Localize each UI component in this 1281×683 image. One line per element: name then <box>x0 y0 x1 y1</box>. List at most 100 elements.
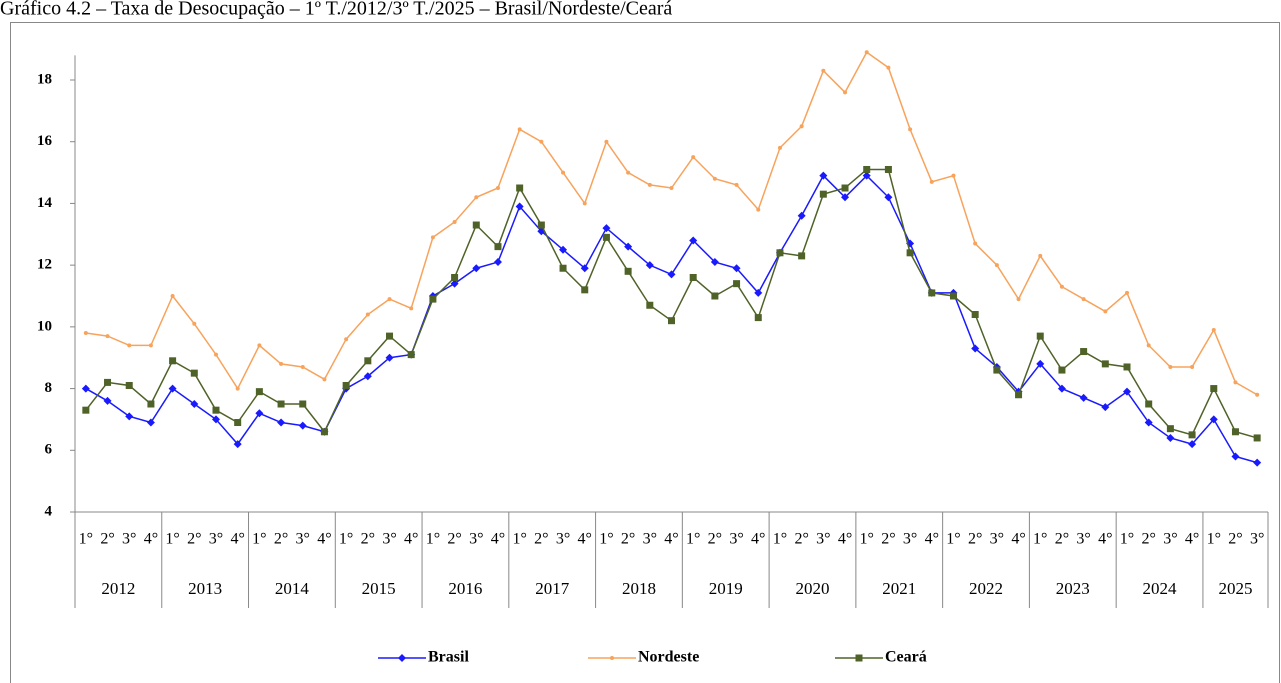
point <box>300 364 305 369</box>
point <box>233 440 242 449</box>
point <box>929 179 934 184</box>
point <box>1038 253 1043 258</box>
point <box>602 224 611 233</box>
point <box>1211 327 1216 332</box>
x-tick-label: 4° <box>578 531 592 548</box>
x-tick-label: 1° <box>1120 531 1134 548</box>
x-tick-label: 4° <box>664 531 678 548</box>
point <box>517 127 522 132</box>
point <box>125 412 134 421</box>
x-tick-label: 1° <box>946 531 960 548</box>
x-tick-label: 2° <box>361 531 375 548</box>
year-label: 2025 <box>1218 579 1252 598</box>
point <box>493 258 502 267</box>
x-tick-label: 4° <box>925 531 939 548</box>
point <box>1125 290 1130 295</box>
legend-marker <box>855 654 863 662</box>
point <box>843 90 848 95</box>
point <box>626 170 631 175</box>
point <box>561 170 566 175</box>
point <box>689 236 698 245</box>
point <box>1255 392 1260 397</box>
point <box>1233 380 1238 385</box>
point <box>277 418 286 427</box>
x-tick-label: 3° <box>1250 531 1264 548</box>
point <box>213 352 218 357</box>
point <box>797 211 806 220</box>
x-tick-label: 1° <box>79 531 93 548</box>
x-tick-label: 1° <box>1207 531 1221 548</box>
point <box>645 261 654 270</box>
point <box>1036 332 1044 340</box>
point <box>756 207 761 212</box>
point <box>146 418 155 427</box>
point <box>993 366 1001 374</box>
point <box>841 184 849 192</box>
point <box>1036 359 1045 368</box>
point <box>450 279 459 288</box>
point <box>105 334 110 339</box>
point <box>1231 452 1240 461</box>
point <box>127 343 132 348</box>
x-tick-label: 2° <box>1141 531 1155 548</box>
point <box>515 202 524 211</box>
year-label: 2023 <box>1056 579 1090 598</box>
x-tick-label: 4° <box>1098 531 1112 548</box>
point <box>474 195 479 200</box>
point <box>973 241 978 246</box>
point <box>582 201 587 206</box>
point <box>494 243 502 251</box>
point <box>1166 433 1175 442</box>
point <box>1231 428 1239 436</box>
point <box>1079 393 1088 402</box>
x-tick-label: 4° <box>491 531 505 548</box>
x-tick-label: 3° <box>209 531 223 548</box>
x-tick-label: 4° <box>144 531 158 548</box>
x-tick-label: 4° <box>1185 531 1199 548</box>
point <box>1123 363 1131 371</box>
point <box>234 419 242 427</box>
year-label: 2017 <box>535 579 570 598</box>
x-tick-label: 1° <box>860 531 874 548</box>
x-tick-label: 3° <box>296 531 310 548</box>
point <box>994 263 999 268</box>
point <box>863 165 871 173</box>
x-tick-label: 3° <box>990 531 1004 548</box>
x-tick-label: 2° <box>794 531 808 548</box>
legend-label: Brasil <box>428 649 469 666</box>
point <box>255 388 263 396</box>
year-label: 2019 <box>709 579 743 598</box>
x-tick-label: 1° <box>1033 531 1047 548</box>
chart-title: Gráfico 4.2 – Taxa de Desocupação – 1º T… <box>0 0 672 20</box>
x-tick-label: 3° <box>903 531 917 548</box>
point <box>669 186 674 190</box>
legend-marker <box>610 656 614 660</box>
y-tick-label: 12 <box>37 257 52 273</box>
point <box>429 295 437 303</box>
point <box>430 235 435 240</box>
chart-frame <box>10 22 1280 683</box>
x-tick-label: 4° <box>838 531 852 548</box>
point <box>235 386 240 391</box>
point <box>81 384 90 393</box>
x-tick-label: 2° <box>274 531 288 548</box>
point <box>211 415 220 424</box>
series-line <box>85 51 1258 396</box>
point <box>320 428 328 436</box>
x-tick-label: 2° <box>708 531 722 548</box>
point <box>452 219 457 224</box>
point <box>754 314 762 322</box>
point <box>1209 415 1218 424</box>
legend-marker <box>398 654 406 662</box>
point <box>1123 387 1132 396</box>
x-tick-label: 3° <box>643 531 657 548</box>
point <box>257 343 262 348</box>
point <box>539 139 544 144</box>
point <box>103 396 112 405</box>
point <box>646 301 654 309</box>
point <box>1168 364 1173 369</box>
x-tick-label: 3° <box>556 531 570 548</box>
point <box>148 343 153 348</box>
point <box>949 292 957 300</box>
point <box>799 124 804 129</box>
